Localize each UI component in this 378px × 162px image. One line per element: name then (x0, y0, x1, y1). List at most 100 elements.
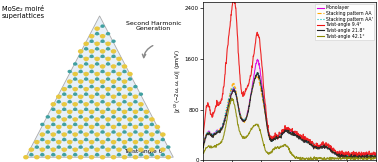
Circle shape (84, 47, 88, 51)
Circle shape (79, 70, 83, 73)
Circle shape (128, 77, 132, 81)
Circle shape (106, 138, 110, 141)
Circle shape (122, 85, 127, 88)
Circle shape (68, 115, 72, 119)
Circle shape (89, 125, 94, 129)
Circle shape (84, 132, 89, 137)
Circle shape (94, 87, 100, 91)
Circle shape (150, 123, 154, 126)
Circle shape (79, 145, 83, 149)
Circle shape (34, 140, 40, 144)
Circle shape (105, 117, 111, 122)
Circle shape (45, 140, 51, 144)
Circle shape (112, 85, 116, 88)
Circle shape (133, 94, 138, 99)
Circle shape (139, 93, 143, 96)
Circle shape (155, 130, 160, 134)
Circle shape (111, 64, 116, 69)
Circle shape (149, 117, 155, 122)
Circle shape (84, 108, 88, 111)
Circle shape (56, 125, 62, 129)
Circle shape (51, 123, 56, 126)
Circle shape (106, 123, 110, 126)
Circle shape (79, 130, 83, 134)
Circle shape (67, 79, 73, 84)
Circle shape (106, 153, 110, 156)
Circle shape (57, 145, 61, 149)
Circle shape (105, 72, 111, 76)
Circle shape (89, 79, 94, 84)
Circle shape (155, 155, 160, 159)
Circle shape (67, 155, 73, 159)
Circle shape (84, 93, 88, 96)
Circle shape (51, 108, 56, 111)
Circle shape (116, 57, 122, 61)
Circle shape (68, 70, 72, 73)
Circle shape (122, 64, 127, 69)
Circle shape (78, 140, 84, 144)
Circle shape (155, 145, 160, 149)
Circle shape (100, 155, 105, 159)
Circle shape (139, 138, 143, 141)
Circle shape (117, 138, 121, 141)
Circle shape (112, 70, 116, 73)
Circle shape (100, 64, 105, 69)
Circle shape (133, 115, 138, 119)
Circle shape (149, 132, 155, 137)
Circle shape (84, 147, 89, 152)
Circle shape (94, 41, 100, 46)
Circle shape (62, 153, 67, 156)
Circle shape (116, 87, 122, 91)
Circle shape (133, 155, 138, 159)
Circle shape (166, 155, 171, 159)
Circle shape (67, 94, 73, 99)
Circle shape (122, 110, 127, 114)
Circle shape (101, 85, 105, 88)
Circle shape (94, 147, 100, 152)
Circle shape (90, 85, 94, 88)
Circle shape (133, 85, 138, 88)
Circle shape (127, 102, 133, 106)
Circle shape (122, 145, 127, 149)
Circle shape (122, 130, 127, 134)
Circle shape (105, 57, 111, 61)
Circle shape (62, 123, 67, 126)
Circle shape (116, 147, 122, 152)
Circle shape (56, 94, 62, 99)
Circle shape (57, 130, 61, 134)
Circle shape (89, 49, 94, 54)
Circle shape (73, 77, 77, 81)
Circle shape (84, 72, 89, 76)
Circle shape (45, 155, 51, 159)
Circle shape (149, 147, 155, 152)
Circle shape (79, 100, 83, 104)
Circle shape (23, 155, 29, 159)
Circle shape (62, 138, 67, 141)
Circle shape (101, 40, 105, 43)
Circle shape (138, 147, 144, 152)
Circle shape (117, 153, 121, 156)
Circle shape (161, 138, 165, 141)
Circle shape (100, 34, 105, 38)
Circle shape (89, 140, 94, 144)
Circle shape (160, 132, 166, 137)
Circle shape (94, 102, 100, 106)
Circle shape (112, 145, 116, 149)
Circle shape (62, 132, 67, 137)
Circle shape (128, 93, 132, 96)
Circle shape (84, 41, 89, 46)
Circle shape (106, 32, 110, 35)
Circle shape (166, 145, 170, 149)
Circle shape (78, 79, 84, 84)
Circle shape (73, 62, 77, 66)
Circle shape (101, 55, 105, 58)
Circle shape (73, 123, 77, 126)
Circle shape (116, 102, 122, 106)
Circle shape (111, 155, 116, 159)
Circle shape (68, 100, 72, 104)
Circle shape (67, 125, 73, 129)
Circle shape (84, 123, 88, 126)
Circle shape (128, 153, 132, 156)
Circle shape (127, 117, 133, 122)
Circle shape (84, 138, 88, 141)
